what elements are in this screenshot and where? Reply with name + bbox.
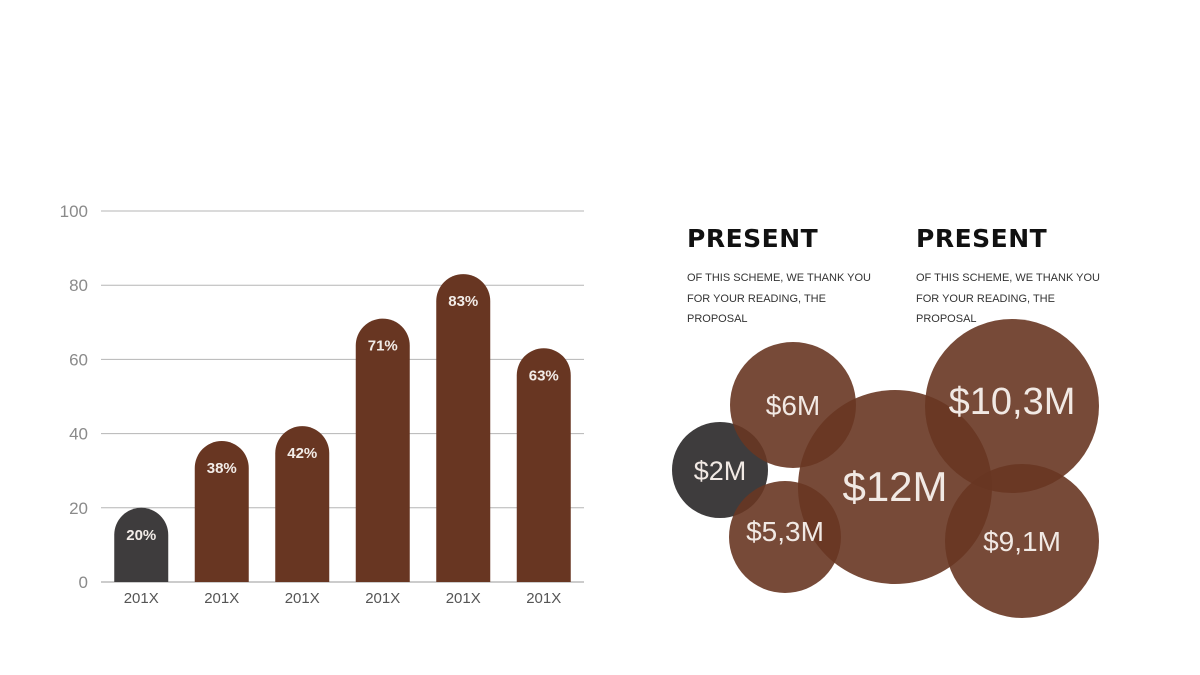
- bar: [275, 426, 330, 582]
- block-title: PRESENT: [916, 224, 1048, 253]
- y-tick-label: 60: [69, 350, 88, 369]
- text-block-1: PRESENT OF THIS SCHEME, WE THANK YOU FOR…: [687, 224, 877, 330]
- y-tick-label: 100: [60, 202, 88, 221]
- x-tick-label: 201X: [124, 590, 159, 607]
- block-body: OF THIS SCHEME, WE THANK YOU FOR YOUR RE…: [916, 272, 1100, 325]
- bar-value-label: 71%: [368, 338, 398, 355]
- bubble: [925, 319, 1099, 493]
- text-block-2: PRESENT OF THIS SCHEME, WE THANK YOU FOR…: [916, 224, 1106, 330]
- bar: [194, 441, 249, 582]
- y-tick-label: 80: [69, 276, 88, 295]
- y-tick-label: 0: [79, 573, 88, 592]
- bubble-label: $9,1M: [983, 526, 1061, 557]
- bar: [355, 318, 410, 582]
- bar: [436, 274, 491, 582]
- x-tick-label: 201X: [526, 590, 561, 607]
- y-tick-label: 40: [69, 425, 88, 444]
- bar-value-label: 20%: [126, 527, 156, 544]
- block-title: PRESENT: [687, 224, 819, 253]
- bubble-label: $10,3M: [949, 381, 1076, 423]
- y-tick-label: 20: [69, 499, 88, 518]
- x-tick-label: 201X: [365, 590, 400, 607]
- bubble-label: $5,3M: [746, 516, 824, 547]
- x-tick-label: 201X: [204, 590, 239, 607]
- bar-value-label: 63%: [529, 367, 559, 384]
- bar: [114, 507, 169, 582]
- x-tick-label: 201X: [446, 590, 481, 607]
- bubble: [945, 464, 1099, 618]
- bar: [516, 348, 571, 582]
- block-body: OF THIS SCHEME, WE THANK YOU FOR YOUR RE…: [687, 272, 871, 325]
- bar-value-label: 38%: [207, 460, 237, 477]
- x-tick-label: 201X: [285, 590, 320, 607]
- bubble-label: $12M: [842, 463, 947, 510]
- bubble-label: $6M: [766, 390, 820, 421]
- bar-value-label: 83%: [448, 293, 478, 310]
- bar-value-label: 42%: [287, 445, 317, 462]
- bubble-label: $2M: [694, 456, 747, 486]
- bubble: [672, 422, 768, 518]
